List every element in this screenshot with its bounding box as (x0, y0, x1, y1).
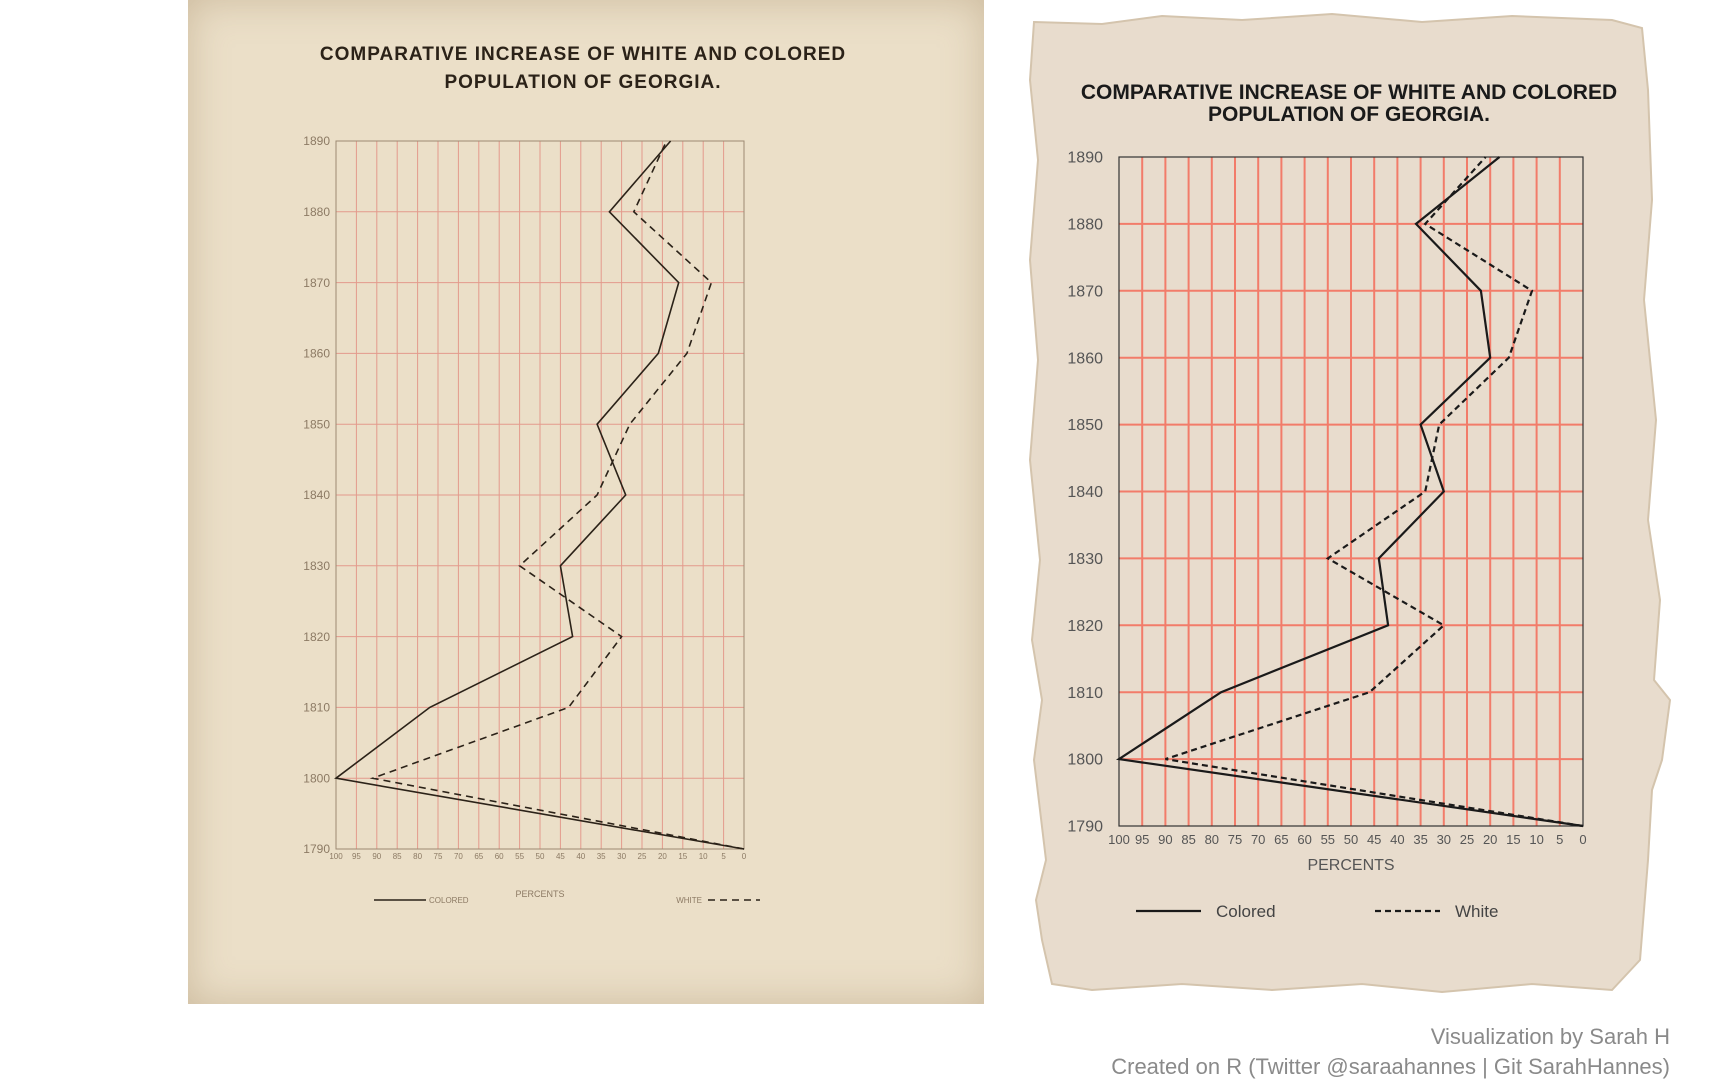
x-tick-label: 20 (1483, 832, 1497, 847)
credit-line-1: Visualization by Sarah H (1430, 1024, 1670, 1049)
y-tick-label: 1850 (303, 417, 330, 431)
x-tick-label: 70 (1251, 832, 1265, 847)
y-tick-label: 1830 (303, 559, 330, 573)
chart-title-line: POPULATION OF GEORGIA. (1208, 103, 1490, 126)
x-axis-label: PERCENTS (1307, 857, 1394, 874)
plot-frame (335, 140, 745, 850)
x-tick-label: 0 (1579, 832, 1586, 847)
y-tick-label: 1850 (1067, 417, 1103, 434)
y-tick-label: 1860 (1067, 350, 1103, 367)
x-tick-label: 45 (1367, 832, 1381, 847)
y-tick-label: 1790 (303, 842, 330, 856)
recreation-chart: COMPARATIVE INCREASE OF WHITE AND COLORE… (1028, 12, 1672, 994)
x-tick-label: 75 (434, 852, 443, 861)
credit-line-2: Created on R (Twitter @saraahannes | Git… (1111, 1054, 1670, 1079)
x-tick-label: 55 (515, 852, 524, 861)
x-tick-label: 15 (678, 852, 687, 861)
y-tick-label: 1890 (303, 134, 330, 148)
y-tick-label: 1880 (1067, 217, 1103, 234)
x-tick-label: 65 (1274, 832, 1288, 847)
x-tick-label: 5 (721, 852, 726, 861)
y-tick-label: 1810 (303, 701, 330, 715)
x-tick-label: 10 (1529, 832, 1543, 847)
y-tick-label: 1880 (303, 205, 330, 219)
x-tick-label: 50 (536, 852, 545, 861)
y-tick-label: 1830 (1067, 551, 1103, 568)
y-tick-label: 1840 (303, 488, 330, 502)
x-tick-label: 85 (393, 852, 402, 861)
y-tick-label: 1890 (1067, 150, 1103, 167)
x-tick-label: 85 (1181, 832, 1195, 847)
original-plate-panel: COMPARATIVE INCREASE OF WHITE AND COLORE… (188, 0, 984, 1004)
x-tick-label: 45 (556, 852, 565, 861)
chart-title-line: COMPARATIVE INCREASE OF WHITE AND COLORE… (1081, 81, 1617, 104)
x-tick-label: 90 (372, 852, 381, 861)
y-tick-label: 1810 (1067, 685, 1103, 702)
series-line-white (369, 140, 745, 850)
x-tick-label: 0 (742, 852, 747, 861)
x-tick-label: 100 (1108, 832, 1130, 847)
x-axis-label: PERCENTS (515, 889, 564, 899)
plot-frame (1118, 156, 1584, 827)
legend-label-colored: Colored (1216, 902, 1276, 921)
x-tick-label: 55 (1321, 832, 1335, 847)
y-tick-label: 1840 (1067, 484, 1103, 501)
x-tick-label: 65 (474, 852, 483, 861)
x-tick-label: 10 (699, 852, 708, 861)
series-line-colored (1115, 156, 1584, 828)
y-tick-label: 1800 (1067, 752, 1103, 769)
x-tick-label: 90 (1158, 832, 1172, 847)
legend-label-colored: COLORED (429, 896, 469, 905)
x-tick-label: 40 (1390, 832, 1404, 847)
x-tick-label: 30 (1437, 832, 1451, 847)
y-tick-label: 1860 (303, 347, 330, 361)
y-tick-label: 1800 (303, 771, 330, 785)
x-tick-label: 40 (576, 852, 585, 861)
y-tick-label: 1870 (303, 276, 330, 290)
y-tick-label: 1870 (1067, 283, 1103, 300)
y-tick-label: 1790 (1067, 819, 1103, 836)
x-tick-label: 50 (1344, 832, 1358, 847)
chart-title-line: POPULATION OF GEORGIA. (444, 72, 721, 93)
legend-label-white: WHITE (676, 896, 702, 905)
x-tick-label: 100 (329, 852, 343, 861)
x-tick-label: 80 (1205, 832, 1219, 847)
x-tick-label: 25 (638, 852, 647, 861)
y-tick-label: 1820 (1067, 618, 1103, 635)
x-tick-label: 30 (617, 852, 626, 861)
x-tick-label: 75 (1228, 832, 1242, 847)
x-tick-label: 60 (1297, 832, 1311, 847)
x-tick-label: 35 (597, 852, 606, 861)
x-tick-label: 5 (1556, 832, 1563, 847)
x-tick-label: 60 (495, 852, 504, 861)
x-tick-label: 15 (1506, 832, 1520, 847)
recreation-panel: COMPARATIVE INCREASE OF WHITE AND COLORE… (1012, 0, 1676, 1004)
series-line-colored (334, 140, 745, 850)
chart-title-line: COMPARATIVE INCREASE OF WHITE AND COLORE… (320, 44, 846, 65)
y-tick-label: 1820 (303, 630, 330, 644)
x-tick-label: 70 (454, 852, 463, 861)
original-chart: COMPARATIVE INCREASE OF WHITE AND COLORE… (303, 44, 846, 905)
x-tick-label: 25 (1460, 832, 1474, 847)
x-tick-label: 20 (658, 852, 667, 861)
x-tick-label: 95 (352, 852, 361, 861)
x-tick-label: 35 (1413, 832, 1427, 847)
legend-label-white: White (1455, 902, 1498, 921)
x-tick-label: 80 (413, 852, 422, 861)
x-tick-label: 95 (1135, 832, 1149, 847)
